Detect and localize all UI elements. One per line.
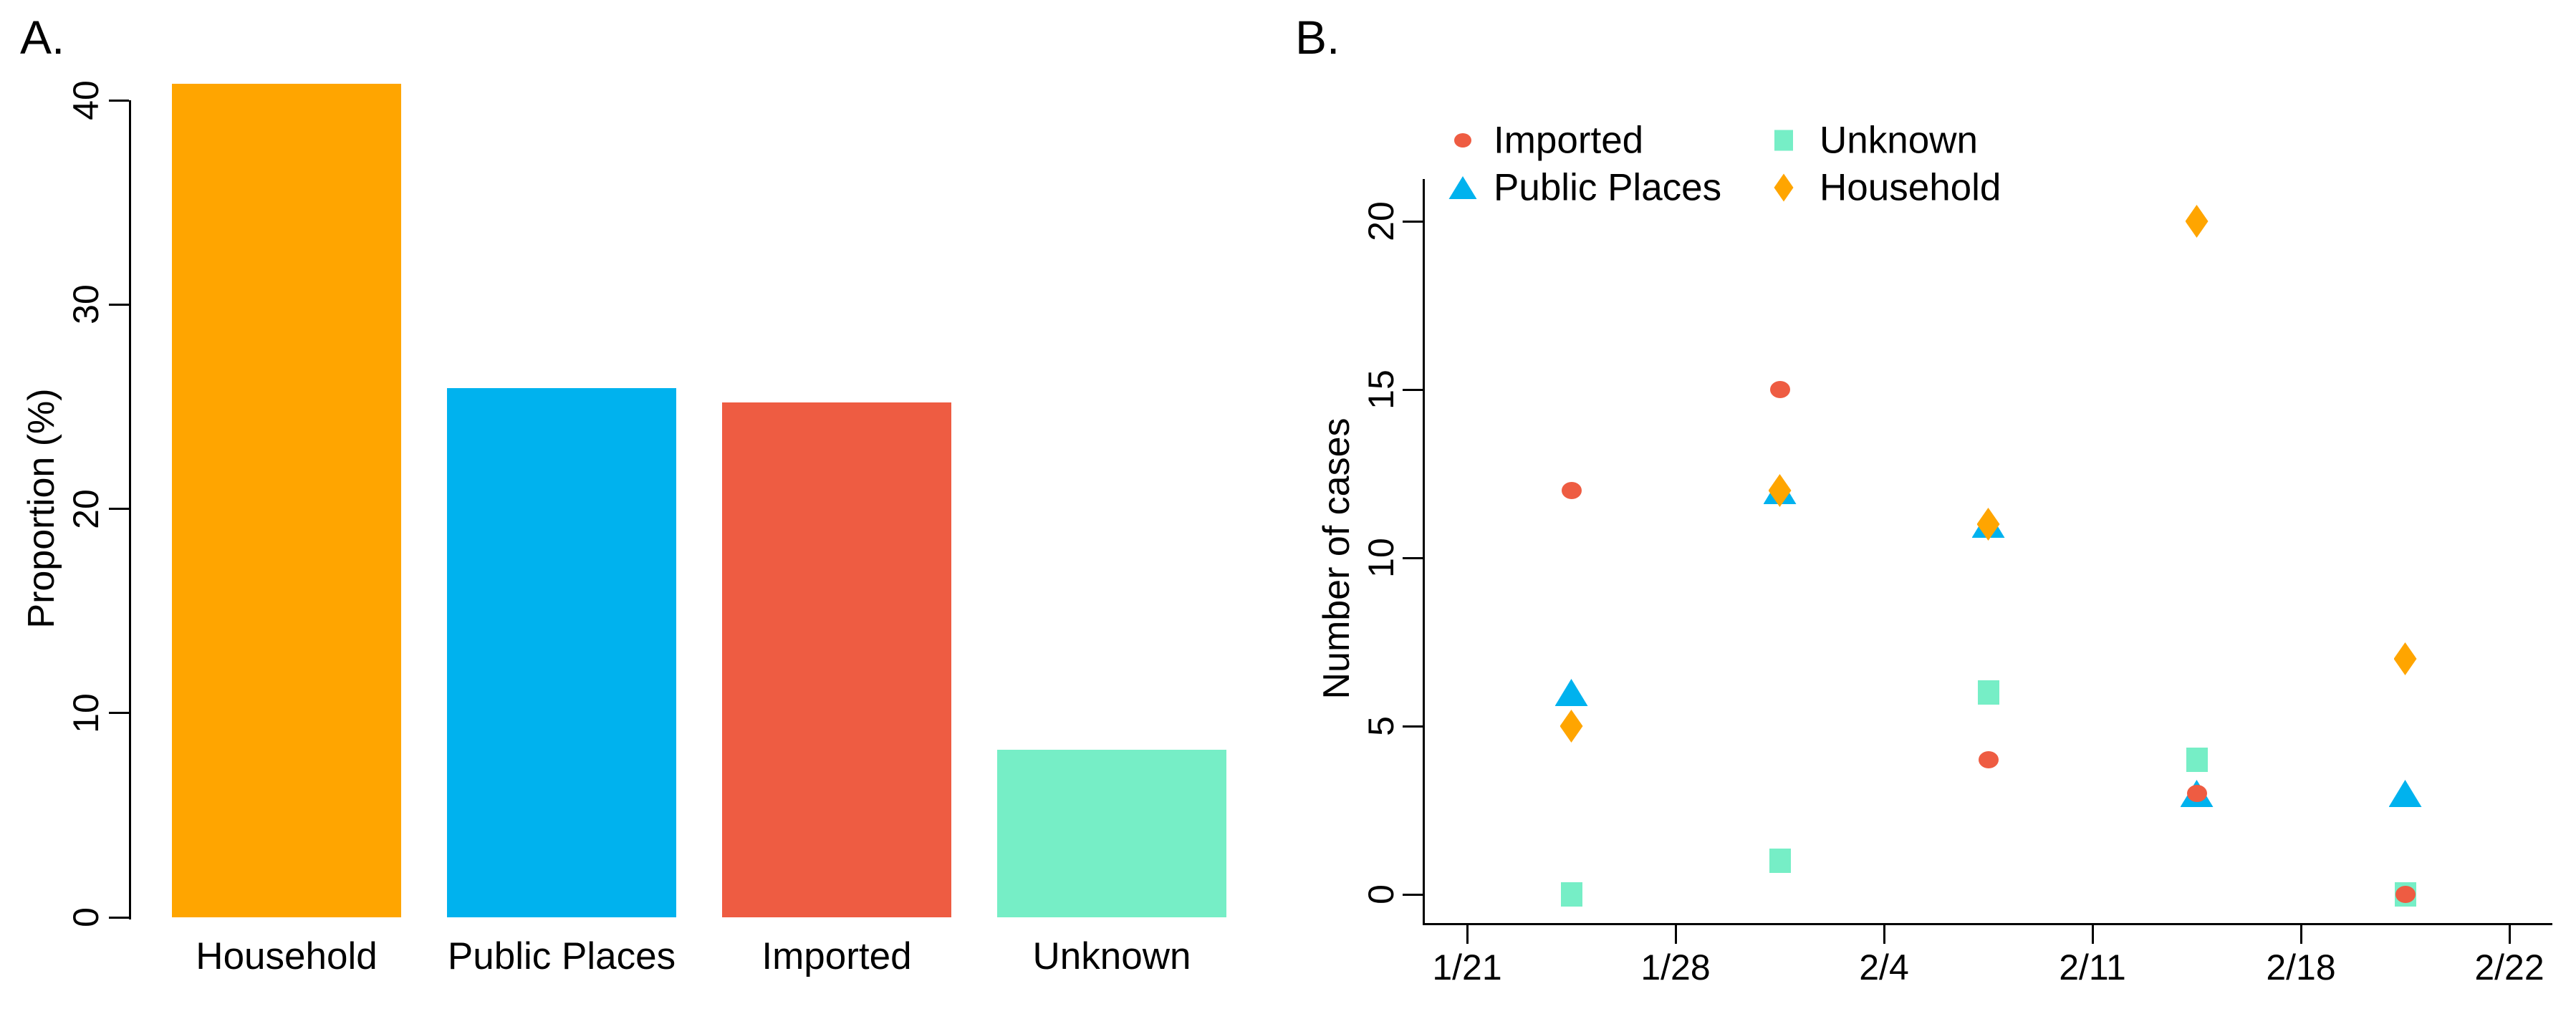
panel-a-y-tick-label: 40 — [66, 80, 106, 120]
panel-b-x-tick-label: 2/18 — [2266, 947, 2336, 987]
panel-a-y-axis-line — [129, 100, 131, 919]
panel-b-x-tick-label: 2/22 — [2474, 947, 2544, 987]
point-unknown-week1 — [1560, 882, 1582, 907]
panel-b-x-tick — [2508, 925, 2511, 944]
panel-b-y-tick — [1403, 725, 1423, 728]
panel-b-y-tick-label: 5 — [1361, 716, 1401, 736]
panel-b-x-tick — [2299, 925, 2302, 944]
panel-a-category-label: Imported — [761, 935, 912, 977]
panel-b-y-tick-label: 10 — [1361, 538, 1401, 578]
panel-b-x-tick — [2091, 925, 2094, 944]
panel-b-x-tick-label: 1/28 — [1640, 947, 1711, 987]
point-public-places-week5 — [2388, 780, 2422, 807]
legend-marker-unknown-icon — [1774, 130, 1793, 151]
panel-b-y-tick — [1403, 388, 1423, 391]
panel-b-y-tick — [1403, 556, 1423, 559]
legend-label-household: Household — [1820, 166, 2001, 209]
panel-a-y-tick — [109, 303, 129, 306]
panel-b-label: B. — [1295, 11, 1340, 64]
legend-marker-imported-icon — [1454, 133, 1471, 148]
panel-a-label: A. — [20, 11, 65, 64]
panel-b-x-tick-label: 1/21 — [1432, 947, 1502, 987]
point-unknown-week2 — [1769, 849, 1791, 873]
panel-a-category-label: Household — [196, 935, 378, 977]
panel-a-y-tick — [109, 508, 129, 510]
panel-a-y-axis-title: Proportion (%) — [21, 388, 62, 629]
point-imported-week1 — [1561, 482, 1582, 499]
point-imported-week2 — [1769, 381, 1790, 398]
bar-household — [172, 84, 401, 917]
legend-marker-public-places-icon — [1448, 176, 1477, 199]
panel-a-y-tick-label: 0 — [66, 907, 106, 927]
panel-a-y-tick-label: 10 — [66, 692, 106, 733]
panel-a-category-label: Public Places — [447, 935, 676, 977]
panel-a-y-tick-label: 20 — [66, 488, 106, 529]
panel-b-y-tick-label: 15 — [1361, 370, 1401, 410]
point-household-week4 — [2185, 205, 2209, 238]
point-public-places-week1 — [1554, 679, 1588, 706]
panel-b-y-tick — [1403, 220, 1423, 223]
point-household-week1 — [1559, 710, 1583, 743]
panel-b-x-tick-label: 2/4 — [1859, 947, 1909, 987]
panel-b-x-axis-line — [1423, 923, 2552, 925]
panel-b-x-tick — [1674, 925, 1677, 944]
point-imported-week3 — [1978, 751, 1999, 768]
point-unknown-week3 — [1977, 680, 1999, 705]
panel-b-y-tick-label: 20 — [1361, 201, 1401, 241]
panel-a-y-tick — [109, 99, 129, 102]
panel-a-y-tick — [109, 916, 129, 919]
bar-imported — [722, 402, 951, 917]
panel-b-x-tick — [1466, 925, 1469, 944]
point-imported-week5 — [2395, 886, 2416, 903]
legend-label-imported: Imported — [1494, 119, 1644, 162]
point-unknown-week4 — [2186, 748, 2208, 772]
panel-a-y-tick-label: 30 — [66, 284, 106, 325]
panel-b-y-axis-title: Number of cases — [1316, 417, 1357, 700]
panel-b-y-tick-label: 0 — [1361, 884, 1401, 904]
panel-a-y-tick — [109, 712, 129, 715]
legend-marker-household-icon — [1774, 173, 1794, 202]
panel-a-category-label: Unknown — [1032, 935, 1191, 977]
legend-label-unknown: Unknown — [1820, 119, 1978, 162]
bar-unknown — [997, 750, 1226, 917]
point-household-week5 — [2393, 642, 2417, 675]
point-imported-week4 — [2186, 785, 2207, 802]
bar-public-places — [447, 388, 676, 917]
panel-b-x-tick-label: 2/11 — [2059, 947, 2126, 987]
panel-b-y-tick — [1403, 893, 1423, 896]
panel-b-x-tick — [1883, 925, 1885, 944]
legend-label-public-places: Public Places — [1494, 166, 1722, 209]
panel-b-y-axis-line — [1423, 179, 1425, 925]
